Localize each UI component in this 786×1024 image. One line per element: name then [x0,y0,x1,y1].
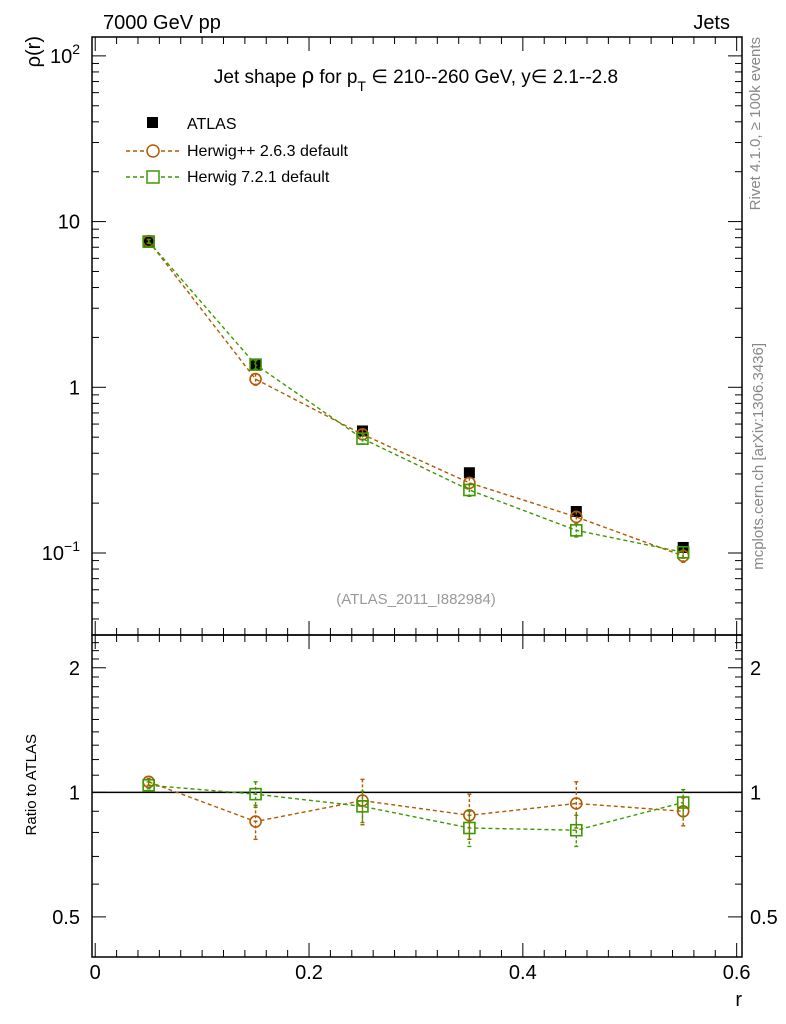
chart-title: Jet shape ρ for pT ∈ 210--260 GeV, y∈ 2.… [214,63,618,94]
header-left-label: 7000 GeV pp [103,12,221,34]
legend: ATLAS Herwig++ 2.6.3 default Herwig 7.2.… [126,116,349,186]
ratio-herwig-7-2-1-default-point [249,787,262,801]
main-atlas-point [463,467,475,479]
header-right-label: Jets [693,12,730,34]
main-herwig-2-6-3-default-point [463,476,476,490]
ratio-y-tick-label-right: 2 [750,658,761,680]
axes: 0 0.2 0.4 0.6 102 10 1 10−1 2 2 1 1 0.5 0.5 [42,37,778,984]
main-herwig-7-2-1-default-line [148,241,684,553]
legend-herwig7-marker [146,170,160,184]
main-herwig-2-6-3-default-point [569,510,583,524]
ratio-y-axis-label: Ratio to ATLAS [23,734,40,835]
ratio-y-tick-label: 0.5 [52,907,80,929]
main-y-tick-label: 1 [69,377,80,399]
main-herwig-7-2-1-default-point [463,483,476,497]
main-herwig-7-2-1-default-point [676,545,690,559]
analysis-id-label: (ATLAS_2011_I882984) [336,591,496,608]
legend-atlas-label: ATLAS [187,116,237,133]
legend-herwig7-label: Herwig 7.2.1 default [187,169,330,186]
main-y-tick-label: 102 [50,41,80,68]
legend-atlas-marker [147,117,158,128]
x-tick-label: 0.4 [509,962,537,984]
ratio-herwig-2-6-3-default-point [569,797,583,810]
ratio-herwig-7-2-1-default-point [676,796,690,809]
ratio-series [142,775,690,848]
ratio-herwig-7-2-1-default-point [356,800,369,813]
main-herwig-2-6-3-default-point [249,372,262,386]
x-tick-label: 0.2 [295,962,323,984]
ratio-y-tick-label-right: 1 [750,782,761,804]
ratio-herwig-2-6-3-default-point [463,809,476,822]
ratio-herwig-7-2-1-default-point [569,823,583,837]
ratio-plot-frame [91,634,743,958]
mcplots-label: mcplots.cern.ch [arXiv:1306.3436] [750,343,767,570]
main-herwig-2-6-3-default-line [148,240,684,557]
rivet-version-label: Rivet 4.1.0, ≥ 100k events [747,37,764,210]
ratio-y-tick-label: 1 [69,782,80,804]
ratio-herwig-2-6-3-default-line [148,781,684,823]
ratio-y-tick-label: 2 [69,658,80,680]
ratio-herwig-7-2-1-default-point [463,821,476,835]
x-tick-label: 0.6 [723,962,751,984]
main-y-tick-label: 10−1 [42,538,80,565]
ratio-herwig-7-2-1-default-point [142,778,155,792]
main-y-axis-label: ρ(r) [23,36,45,67]
ratio-y-tick-label-right: 0.5 [750,907,778,929]
main-series [142,234,690,563]
main-herwig-7-2-1-default-point [356,432,369,445]
ratio-herwig-7-2-1-default-line [148,784,684,831]
main-herwig-7-2-1-default-point [142,235,155,248]
ratio-herwig-2-6-3-default-point [249,815,262,828]
x-axis-label: r [735,989,742,1011]
legend-herwigpp-label: Herwig++ 2.6.3 default [187,143,349,160]
x-tick-label: 0 [90,962,101,984]
legend-herwigpp-marker [146,144,160,158]
main-herwig-7-2-1-default-point [249,358,262,371]
main-y-tick-label: 10 [58,212,80,234]
main-herwig-7-2-1-default-point [569,524,583,537]
